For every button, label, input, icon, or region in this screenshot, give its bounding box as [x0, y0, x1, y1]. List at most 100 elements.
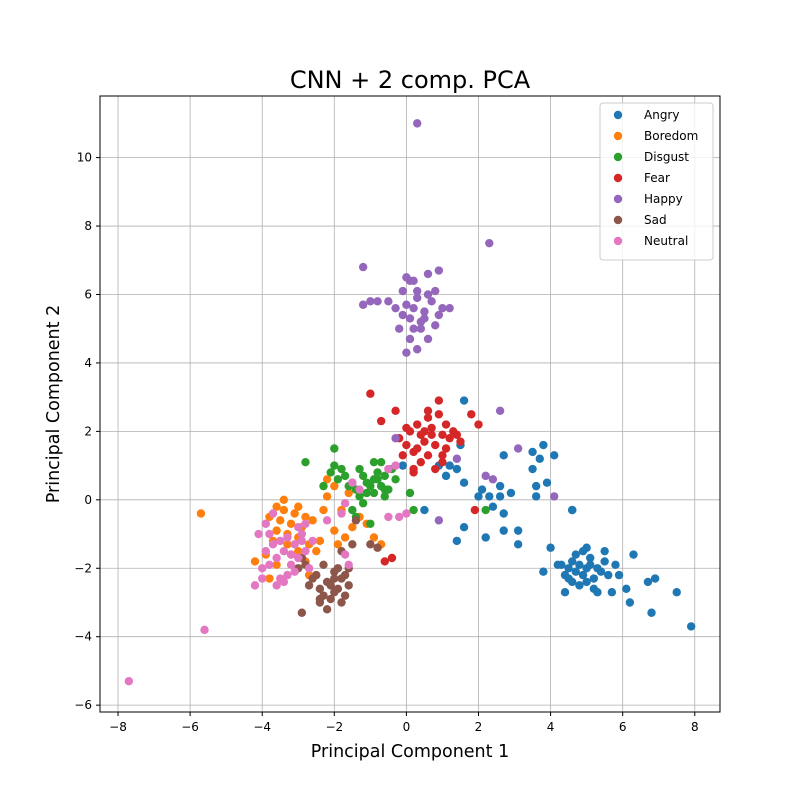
data-point [474, 420, 483, 429]
data-point [272, 581, 281, 590]
data-point [391, 461, 400, 470]
data-point [409, 276, 418, 285]
data-point [294, 502, 303, 511]
y-tick-label: 4 [84, 356, 92, 370]
data-point [582, 543, 591, 552]
legend-marker [613, 215, 623, 225]
data-point [398, 286, 407, 296]
data-point [355, 464, 364, 474]
data-point [452, 454, 462, 463]
data-point [297, 536, 307, 546]
y-tick-label: −6 [74, 698, 92, 712]
data-point [283, 533, 292, 542]
data-point [366, 519, 375, 528]
data-point [369, 475, 379, 484]
data-point [258, 574, 267, 583]
data-point [326, 468, 335, 477]
data-point [528, 464, 537, 474]
x-tick-label: 8 [691, 720, 699, 734]
legend-label: Disgust [644, 150, 689, 164]
data-point [304, 581, 314, 590]
y-tick-label: 10 [77, 151, 92, 165]
data-point [423, 451, 433, 460]
data-point [290, 540, 299, 549]
data-point [445, 303, 454, 313]
data-point [485, 492, 494, 501]
legend-label: Fear [644, 171, 670, 185]
data-point [600, 557, 609, 566]
data-point [586, 560, 595, 570]
x-tick-label: 2 [475, 720, 483, 734]
x-axis-label: Principal Component 1 [311, 742, 509, 762]
data-point [301, 457, 310, 467]
data-point [348, 523, 357, 532]
data-point [272, 502, 281, 511]
data-point [459, 523, 469, 532]
data-point [546, 543, 555, 552]
data-point [276, 516, 285, 525]
data-point [340, 591, 350, 600]
data-point [272, 553, 281, 563]
data-point [445, 434, 454, 443]
data-point [409, 464, 418, 474]
data-point [539, 440, 548, 450]
data-point [294, 523, 303, 532]
data-point [413, 420, 422, 429]
data-point [459, 396, 469, 405]
data-point [322, 605, 332, 614]
data-point [589, 574, 599, 583]
data-point [686, 622, 696, 631]
data-point [344, 488, 353, 498]
data-point [333, 540, 343, 549]
data-point [405, 488, 415, 498]
data-point [394, 324, 404, 333]
data-point [416, 457, 426, 467]
data-point [301, 512, 310, 522]
data-point [485, 238, 494, 248]
y-axis-label: Principal Component 2 [44, 305, 64, 503]
data-point [330, 588, 339, 597]
data-point [344, 581, 353, 590]
data-point [409, 505, 418, 515]
x-tick-label: −6 [181, 720, 199, 734]
data-point [373, 468, 382, 477]
data-point [286, 560, 296, 570]
data-point [398, 310, 407, 320]
data-point [340, 533, 350, 542]
data-point [380, 485, 389, 494]
data-point [398, 461, 407, 470]
data-point [531, 492, 541, 501]
y-tick-label: 6 [84, 287, 92, 301]
data-point [542, 478, 552, 487]
data-point [549, 451, 559, 460]
data-point [431, 464, 440, 474]
data-point [258, 564, 267, 573]
series-fear [366, 389, 483, 566]
data-point [413, 119, 422, 128]
data-point [340, 550, 350, 559]
data-point [409, 324, 418, 333]
data-point [622, 584, 631, 593]
y-tick-label: −2 [74, 561, 92, 575]
data-point [380, 557, 389, 566]
data-point [330, 574, 339, 583]
data-point [315, 584, 325, 593]
data-point [474, 492, 483, 501]
series-happy [358, 119, 559, 525]
data-point [380, 492, 389, 501]
data-point [420, 314, 429, 323]
plot-area [99, 95, 721, 713]
data-point [304, 564, 314, 573]
data-point [434, 310, 444, 320]
data-point [578, 570, 588, 580]
data-point [294, 546, 303, 556]
data-point [355, 485, 364, 494]
data-point [629, 550, 638, 559]
data-point [322, 475, 332, 484]
data-point [250, 557, 260, 566]
data-point [319, 560, 328, 570]
data-point [333, 475, 343, 484]
legend-label: Angry [644, 108, 679, 122]
data-point [369, 488, 379, 498]
